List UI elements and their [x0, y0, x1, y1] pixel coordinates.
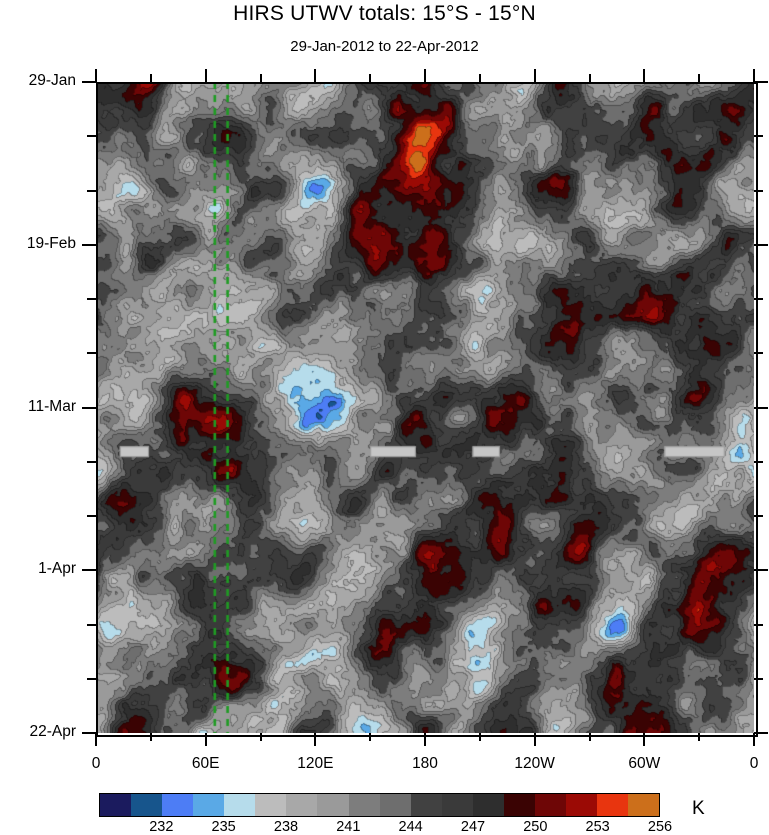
colorbar-tick-label: 232 — [149, 819, 174, 835]
x-axis-major-tick — [643, 69, 646, 82]
x-axis-major-tick — [424, 69, 426, 82]
x-axis-tick-label: 0 — [749, 755, 759, 772]
x-axis-major-tick — [314, 733, 317, 746]
y-axis-minor-tick — [754, 515, 763, 517]
y-axis-major-tick — [82, 732, 96, 734]
x-axis-tick-label: 120W — [514, 755, 555, 772]
y-axis-minor-tick — [754, 460, 763, 463]
chart-subtitle: 29-Jan-2012 to 22-Apr-2012 — [290, 38, 479, 55]
y-axis-major-tick — [754, 569, 768, 572]
colorbar-swatch — [379, 794, 411, 816]
y-axis-minor-tick — [87, 189, 96, 192]
x-axis-major-tick — [314, 69, 317, 82]
colorbar-tick-label: 235 — [211, 819, 236, 835]
colorbar-swatch — [131, 794, 163, 816]
y-axis-tick-label: 1-Apr — [38, 560, 76, 578]
y-axis-minor-tick — [754, 298, 763, 300]
colorbar-swatch — [100, 794, 132, 816]
colorbar-tick-label: 253 — [585, 819, 610, 835]
y-axis-major-tick — [754, 406, 768, 409]
y-axis-minor-tick — [754, 677, 763, 680]
colorbar-swatch — [565, 794, 597, 816]
y-axis-minor-tick — [87, 515, 96, 517]
y-axis-minor-tick — [754, 135, 763, 138]
colorbar-swatch — [224, 794, 256, 816]
colorbar-tick-label: 238 — [273, 819, 299, 835]
y-axis-minor-tick — [87, 677, 96, 680]
y-axis-tick-label: 19-Feb — [26, 234, 76, 252]
colorbar-swatch — [410, 794, 442, 816]
x-axis-minor-tick — [478, 733, 481, 741]
x-axis-major-tick — [533, 733, 536, 746]
x-axis-minor-tick — [259, 733, 262, 741]
x-axis-tick-label: 180 — [412, 755, 438, 772]
colorbar-unit-label: K — [692, 798, 705, 819]
x-axis-major-tick — [643, 733, 646, 746]
x-axis-minor-tick — [588, 733, 591, 741]
x-axis-major-tick — [95, 69, 97, 82]
colorbar-swatch — [534, 794, 566, 816]
colorbar[interactable] — [99, 793, 660, 817]
x-axis-major-tick — [424, 733, 426, 746]
x-axis-minor-tick — [478, 74, 481, 82]
x-axis-minor-tick — [149, 74, 152, 82]
page-title: HIRS UTWV totals: 15°S - 15°N — [233, 2, 536, 25]
x-axis-minor-tick — [369, 74, 372, 82]
x-axis-minor-tick — [149, 733, 152, 741]
y-axis-tick-label: 22-Apr — [29, 723, 76, 740]
y-axis-minor-tick — [754, 352, 763, 355]
x-axis-minor-tick — [259, 74, 262, 82]
x-axis-major-tick — [95, 733, 97, 746]
colorbar-swatch — [317, 794, 349, 816]
y-axis-major-tick — [754, 732, 768, 734]
y-axis-major-tick — [82, 81, 96, 83]
colorbar-tick-label: 247 — [460, 819, 486, 835]
colorbar-tick-label: 244 — [398, 819, 423, 835]
y-axis-major-tick — [754, 243, 768, 246]
x-axis-major-tick — [204, 733, 207, 746]
colorbar-tick-label: 250 — [523, 819, 548, 835]
colorbar-swatch — [441, 794, 473, 816]
colorbar-tick-label: 256 — [647, 819, 673, 835]
colorbar-swatch — [193, 794, 225, 816]
y-axis-tick-label: 11-Mar — [28, 397, 76, 415]
colorbar-swatch — [162, 794, 194, 816]
y-axis-minor-tick — [87, 298, 96, 300]
hovmoller-field-canvas — [96, 82, 754, 733]
x-axis-minor-tick — [588, 74, 591, 82]
colorbar-tick-label: 241 — [336, 819, 361, 835]
colorbar-swatch — [286, 794, 318, 816]
x-axis-tick-label: 60W — [628, 755, 661, 772]
x-axis-minor-tick — [698, 74, 701, 82]
x-axis-tick-label: 0 — [91, 755, 101, 772]
hovmoller-plot-area — [96, 82, 754, 733]
x-axis-tick-label: 120E — [297, 755, 334, 772]
x-axis-major-tick — [533, 69, 536, 82]
y-axis-minor-tick — [87, 135, 96, 138]
colorbar-swatch — [503, 794, 535, 816]
colorbar-swatch — [348, 794, 380, 816]
x-axis-tick-label: 60E — [191, 755, 220, 772]
x-axis-minor-tick — [698, 733, 701, 741]
y-axis-major-tick — [754, 81, 768, 83]
colorbar-swatch — [472, 794, 504, 816]
x-axis-major-tick — [753, 69, 755, 82]
x-axis-major-tick — [753, 733, 755, 746]
y-axis-minor-tick — [87, 352, 96, 355]
y-axis-minor-tick — [754, 623, 763, 626]
y-axis-major-tick — [82, 569, 96, 572]
x-axis-major-tick — [204, 69, 207, 82]
y-axis-tick-label: 29-Jan — [28, 72, 76, 89]
colorbar-swatch — [628, 794, 660, 816]
colorbar-swatch — [597, 794, 629, 816]
colorbar-swatch — [255, 794, 287, 816]
y-axis-minor-tick — [754, 189, 763, 192]
y-axis-major-tick — [82, 243, 96, 246]
y-axis-minor-tick — [87, 460, 96, 463]
y-axis-major-tick — [82, 406, 96, 409]
y-axis-minor-tick — [87, 623, 96, 626]
x-axis-minor-tick — [369, 733, 372, 741]
